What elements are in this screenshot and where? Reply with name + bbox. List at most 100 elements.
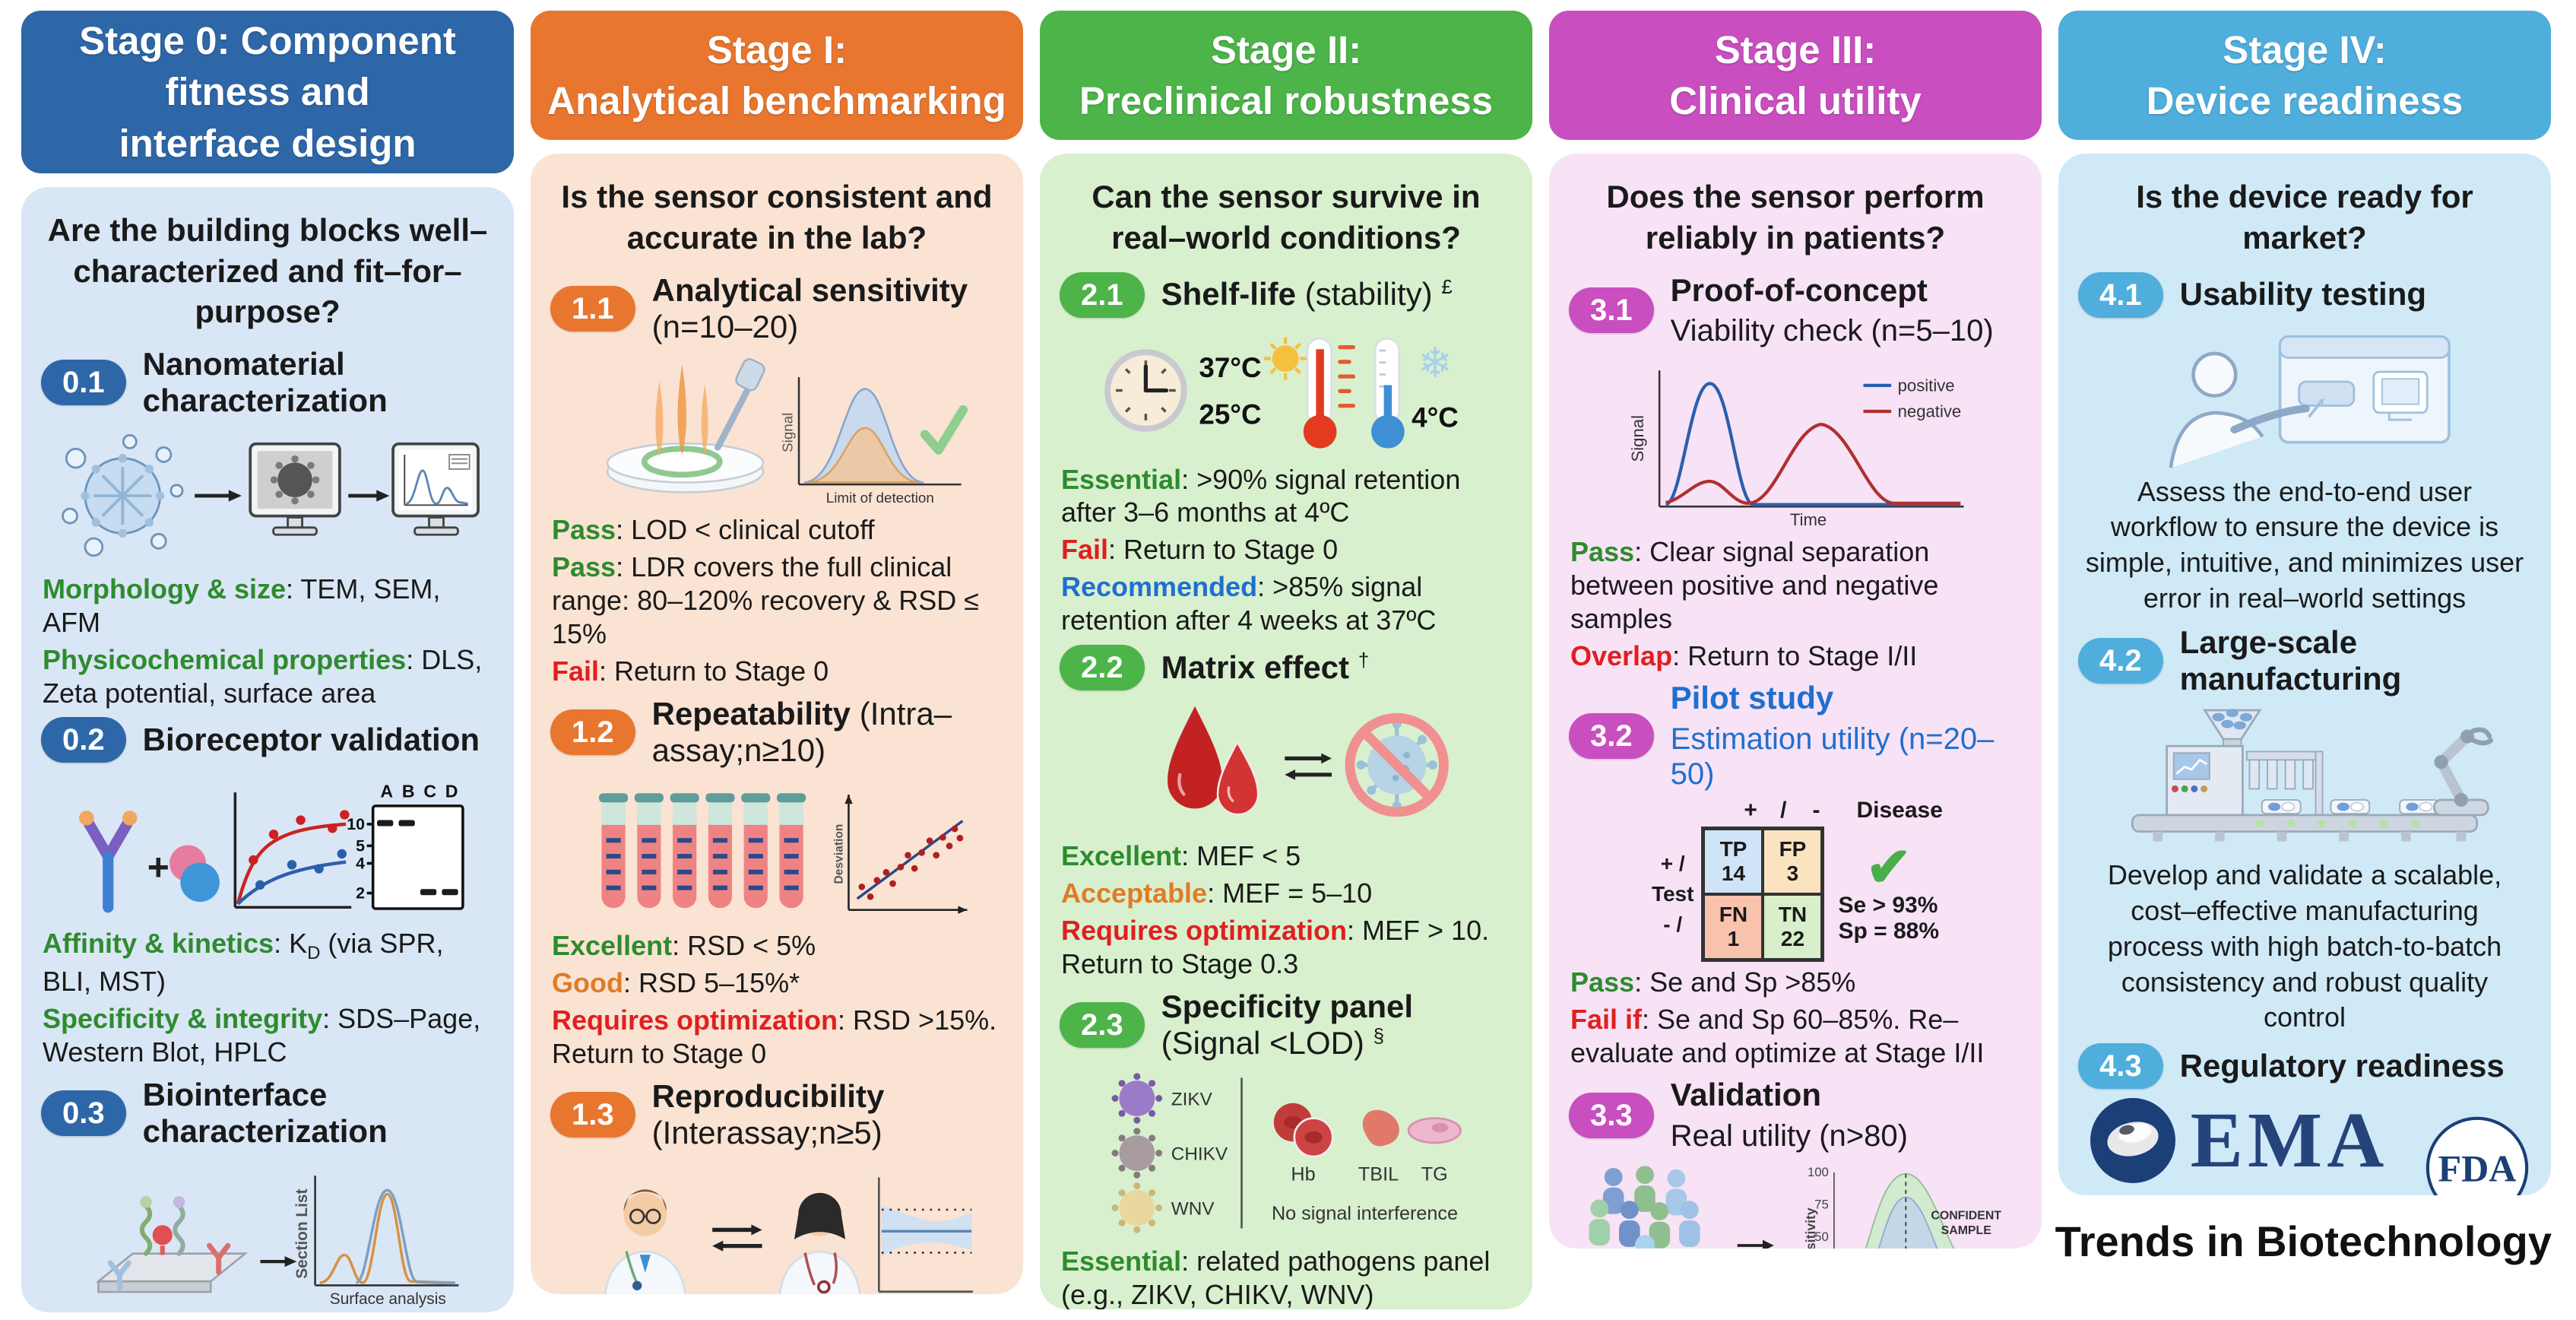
- section-4-2-title: Large-scale manufacturing: [2179, 624, 2402, 696]
- section-3-2-head: 3.2 Pilot study Estimation utility (n=20–…: [1569, 680, 2022, 791]
- gel-lane-b: B: [402, 782, 415, 801]
- stage2-question: Can the sensor survive in real–world con…: [1092, 179, 1481, 255]
- clock-thermometers-icon: 37°C 25°C ❄: [1104, 337, 1459, 449]
- positivity-axis-label: Positivity: [1804, 1207, 1819, 1249]
- stage2-header-line1: Stage II:: [1210, 27, 1362, 71]
- section-3-2-badge: 3.2: [1569, 712, 1654, 759]
- journal-signature: Trends in Biotechnology: [2055, 1217, 2552, 1265]
- kd-subscript: D: [307, 943, 321, 964]
- criterion-label: Pass: [552, 551, 616, 582]
- stage3-panel: Does the sensor perform reliably in pati…: [1549, 154, 2042, 1249]
- title-line2: Real utility (n>80): [1670, 1119, 1908, 1153]
- population-sampling-block: POPULATION SAMPLING: [1569, 1160, 1721, 1249]
- substance-tbil-label: TBIL: [1358, 1164, 1399, 1185]
- bioreceptor-icons: + A B C D 10 5 4 2: [41, 769, 494, 921]
- section-3-1-title: Proof-of-concept Viability check (n=5–10): [1671, 272, 1994, 348]
- title-suffix: (stability): [1304, 276, 1433, 313]
- title-main: Repeatability: [651, 695, 851, 731]
- title-sup: £: [1441, 275, 1453, 299]
- annotation-line2: SAMPLE: [1941, 1224, 1991, 1237]
- matrix-grid: TP 14 FP 3 FN 1 TN 22: [1701, 826, 1825, 962]
- section-1-2-title: Repeatability (Intra–assay;n≥10): [652, 696, 1003, 769]
- virus-chikv-label: CHIKV: [1171, 1144, 1228, 1165]
- section-list-axis-label: Section List: [293, 1189, 311, 1279]
- section-4-1-badge: 4.1: [2078, 271, 2163, 318]
- gel-lane-d: D: [445, 782, 458, 801]
- criterion-label: Pass: [1570, 535, 1635, 567]
- matrix-cell-tn: TN 22: [1763, 893, 1823, 960]
- criterion: Excellent: RSD < 5%: [552, 929, 1002, 963]
- section-4-1: 4.1 Usability testing Asse: [2078, 271, 2531, 617]
- criterion-text: : Clear signal separation between positi…: [1570, 535, 1939, 634]
- section-4-1-head: 4.1 Usability testing: [2078, 271, 2531, 318]
- section-4-3: 4.3 Regulatory readiness EMA EUROPEAN M: [2078, 1043, 2531, 1195]
- usability-icons: [2078, 324, 2531, 468]
- matrix-row-labels: + / Test - /: [1652, 852, 1694, 937]
- shelf-life-icons: 37°C 25°C ❄: [1060, 324, 1513, 457]
- criterion-text: : Se and Sp >85%: [1634, 966, 1856, 998]
- section-4-3-head: 4.3 Regulatory readiness: [2078, 1043, 2531, 1090]
- section-0-3: 0.3 Biointerface characterization: [41, 1077, 494, 1312]
- nanoparticle-to-microscope-icon: [62, 433, 480, 557]
- section-2-1-title: Shelf-life (stability) £: [1161, 275, 1453, 313]
- criterion-text: : Return to Stage I/II: [1672, 639, 1918, 671]
- temp-37-label: 37°C: [1199, 352, 1261, 383]
- stage0-question: Are the building blocks well–characteriz…: [47, 211, 488, 330]
- matrix-cell-fp: FP 3: [1763, 828, 1823, 894]
- criterion-label: Fail: [552, 655, 600, 687]
- matrix-body: + / Test - / TP 14 FP 3 FN 1 TN 22 ✔ Se > 93…: [1652, 826, 1939, 962]
- ema-emblem-icon: [2090, 1098, 2175, 1184]
- criterion-label: Specificity & integrity: [43, 1002, 323, 1034]
- section-3-1-head: 3.1 Proof-of-concept Viability check (n=5…: [1569, 272, 2022, 348]
- section-2-1-badge: 2.1: [1060, 271, 1145, 318]
- regulatory-logos: EMA EUROPEAN MEDICINES AGENCY FDA: [2078, 1095, 2531, 1195]
- section-3-2: 3.2 Pilot study Estimation utility (n=20–…: [1569, 680, 2022, 1069]
- population-study-chart: 100 75 50 25 0 Positivity CONFIDENT SAMP…: [1804, 1165, 2002, 1249]
- stage4-panel: Is the device ready for market? 4.1 Usab…: [2058, 154, 2551, 1195]
- criterion-label: Good: [552, 967, 623, 999]
- manufacturing-icons: [2078, 703, 2531, 852]
- title-line2: Viability check (n=5–10): [1670, 313, 1994, 347]
- ema-logo-top: EMA: [2087, 1095, 2389, 1186]
- section-1-2-head: 1.2 Repeatability (Intra–assay;n≥10): [550, 696, 1003, 769]
- tp-key: TP: [1719, 836, 1747, 861]
- section-0-2-title: Bioreceptor validation: [142, 722, 480, 758]
- section-3-3: 3.3 Validation Real utility (n>80): [1569, 1077, 2022, 1249]
- section-3-3-badge: 3.3: [1569, 1092, 1654, 1138]
- fn-key: FN: [1719, 902, 1748, 926]
- manufacturing-paragraph: Develop and validate a scalable, cost–ef…: [2107, 859, 2502, 1033]
- section-1-1: 1.1 Analytical sensitivity (n=10–20) Sig…: [550, 272, 1003, 688]
- criterion: Pass: LOD < clinical cutoff: [552, 513, 1002, 547]
- criterion-text: : TEM, SEM, AFM: [43, 573, 441, 638]
- criterion-text: : related pathogens panel (e.g., ZIKV, C…: [1061, 1245, 1491, 1309]
- criterion-text: : Se and Sp 60–85%. Re–evaluate and opti…: [1570, 1003, 1985, 1068]
- criterion-label: Overlap: [1570, 639, 1673, 671]
- matrix-col-negative: -: [1812, 797, 1820, 823]
- section-2-3-badge: 2.3: [1060, 1001, 1145, 1048]
- section-1-3-title: Reproducibility (Interassay;n≥5): [652, 1078, 1003, 1152]
- substance-tg-label: TG: [1421, 1164, 1448, 1185]
- section-1-2-badge: 1.2: [550, 709, 635, 755]
- matrix-metrics: ✔ Se > 93% Sp = 88%: [1838, 840, 1939, 944]
- criterion-text: : MEF > 10. Return to Stage 0.3: [1061, 914, 1490, 979]
- substance-hb-label: Hb: [1291, 1164, 1315, 1185]
- stage1-panel: Is the sensor consistent and accurate in…: [531, 154, 1023, 1294]
- section-1-1-badge: 1.1: [550, 285, 635, 332]
- title-main: Validation: [1670, 1077, 1821, 1113]
- annotation-line1: CONFIDENT: [1931, 1209, 2002, 1222]
- criterion-label: Requires optimization: [552, 1004, 838, 1036]
- fda-logo: FDA: [2425, 1117, 2529, 1195]
- section-0-3-head: 0.3 Biointerface characterization: [41, 1077, 494, 1150]
- ema-logo: EMA EUROPEAN MEDICINES AGENCY: [2078, 1095, 2397, 1195]
- fp-key: FP: [1779, 836, 1807, 861]
- criterion: Fail: Return to Stage 0: [552, 655, 1002, 688]
- criterion-label: Essential: [1061, 463, 1182, 495]
- criterion-label: Pass: [1570, 966, 1635, 998]
- stage2-header-line2: Preclinical robustness: [1079, 79, 1494, 122]
- section-1-3: 1.3 Reproducibility (Interassay;n≥5): [550, 1078, 1003, 1294]
- criterion: Recommended: >85% signal retention after…: [1061, 570, 1511, 637]
- stage1-header: Stage I: Analytical benchmarking: [531, 11, 1023, 140]
- title-main: Analytical sensitivity: [651, 271, 968, 308]
- criterion-label: Pass: [552, 514, 616, 546]
